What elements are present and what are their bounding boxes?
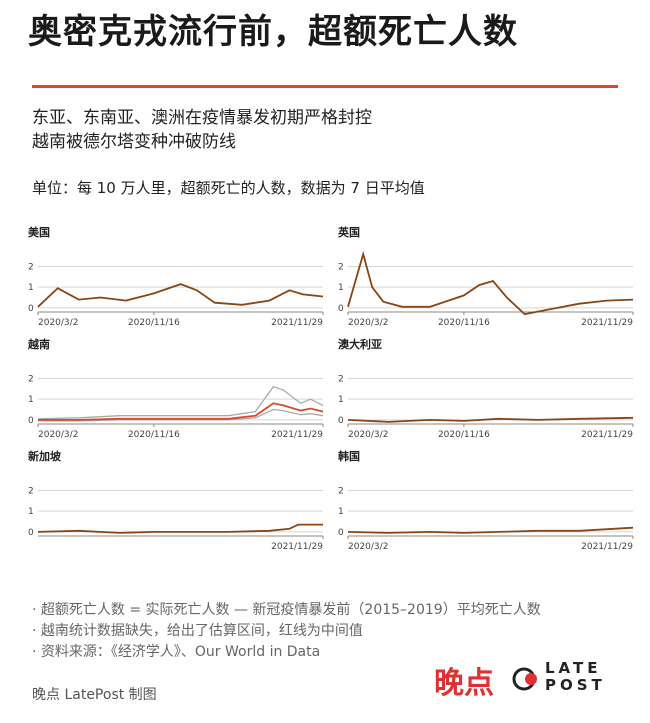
x-tick-label: 2020/11/16 (128, 430, 180, 440)
y-tick-label: 1 (28, 283, 34, 293)
y-tick-label: 1 (338, 395, 344, 405)
panel-title: 英国 (337, 225, 360, 239)
brand-name-en: LATE POST (545, 660, 606, 694)
chart-svg-usa: 美国 0 1 2 2020/3/2 2020/11/16 2021/11/29 (28, 225, 324, 328)
subtitle-line-1: 东亚、东南亚、澳洲在疫情暴发初期严格封控 (32, 108, 372, 128)
series-line (37, 283, 324, 308)
y-tick-label: 0 (338, 416, 344, 426)
chart-panel-australia: 澳大利亚 0 1 2 2020/3/2 2020/11/16 2021/11/29 (338, 334, 638, 446)
x-tick-label: 2021/11/29 (271, 542, 323, 552)
x-tick-label: 2021/11/29 (271, 318, 323, 328)
note-vietnam: · 越南统计数据缺失，给出了估算区间，红线为中间值 (32, 623, 363, 639)
x-tick-label: 2021/11/29 (581, 542, 633, 552)
series-line-mid (38, 402, 324, 421)
page-title: 奥密克戎流行前，超额死亡人数 (28, 12, 518, 52)
series-line (37, 523, 323, 534)
brand-en-line1: LATE (545, 659, 602, 677)
y-tick-label: 1 (338, 507, 344, 517)
credit: 晚点 LatePost 制图 (32, 687, 157, 703)
y-tick-label: 1 (28, 507, 34, 517)
x-tick-label: 2020/3/2 (348, 542, 388, 552)
chart-svg-uk: 英国 0 1 2 2020/3/2 2020/11/16 2021/11/29 (337, 225, 634, 328)
latepost-logo-icon (512, 667, 537, 691)
panel-title: 越南 (27, 337, 50, 351)
x-tick-label: 2020/3/2 (348, 430, 388, 440)
series-line-lower (38, 408, 324, 422)
x-tick-label: 2020/11/16 (128, 318, 180, 328)
y-tick-label: 2 (338, 374, 344, 384)
brand-name-cn: 晚点 (434, 666, 494, 701)
chart-panel-uk: 英国 0 1 2 2020/3/2 2020/11/16 2021/11/29 (337, 222, 638, 334)
y-tick-label: 0 (28, 304, 34, 314)
title-divider (32, 85, 618, 88)
x-tick-label: 2021/11/29 (581, 430, 633, 440)
chart-svg-vietnam: 越南 0 1 2 2020/3/2 2020/11/16 2021/11/29 (27, 337, 324, 440)
chart-panel-singapore: 新加坡 0 1 2 2021/11/29 (28, 446, 328, 558)
y-tick-label: 2 (28, 374, 34, 384)
series-line (347, 250, 634, 316)
series-line (347, 526, 634, 534)
y-tick-label: 2 (28, 486, 34, 496)
y-tick-label: 1 (338, 283, 344, 293)
y-tick-label: 0 (28, 528, 34, 538)
x-tick-label: 2020/11/16 (438, 430, 490, 440)
y-tick-label: 1 (28, 395, 34, 405)
panel-title: 新加坡 (28, 449, 62, 463)
chart-svg-australia: 澳大利亚 0 1 2 2020/3/2 2020/11/16 2021/11/29 (338, 337, 634, 440)
y-tick-label: 2 (338, 262, 344, 272)
logo-red-dot (525, 673, 537, 685)
note-source: · 资料来源：《经济学人》、Our World in Data (32, 644, 321, 660)
y-tick-label: 0 (338, 304, 344, 314)
x-tick-label: 2020/3/2 (348, 318, 388, 328)
note-definition: · 超额死亡人数 = 实际死亡人数 — 新冠疫情暴发前（2015–2019）平均… (32, 602, 541, 618)
series-line (347, 416, 634, 423)
chart-svg-korea: 韩国 0 1 2 2020/3/2 2021/11/29 (338, 449, 634, 552)
chart-svg-singapore: 新加坡 0 1 2 2021/11/29 (28, 449, 324, 552)
unit-description: 单位：每 10 万人里，超额死亡的人数，数据为 7 日平均值 (32, 179, 425, 197)
y-tick-label: 2 (338, 486, 344, 496)
chart-panel-vietnam: 越南 0 1 2 2020/3/2 2020/11/16 2021/11/29 (27, 334, 328, 446)
x-tick-label: 2021/11/29 (581, 318, 633, 328)
panel-title: 澳大利亚 (338, 337, 382, 351)
panel-title: 美国 (28, 225, 50, 239)
chart-panel-korea: 韩国 0 1 2 2020/3/2 2021/11/29 (338, 446, 638, 558)
brand-en-line2: POST (545, 676, 606, 694)
x-tick-label: 2021/11/29 (271, 430, 323, 440)
x-tick-label: 2020/11/16 (438, 318, 490, 328)
series-line-upper (37, 386, 324, 420)
x-tick-label: 2020/3/2 (38, 318, 78, 328)
y-tick-label: 0 (338, 528, 344, 538)
y-tick-label: 0 (28, 416, 34, 426)
chart-panel-usa: 美国 0 1 2 2020/3/2 2020/11/16 2021/11/29 (28, 222, 328, 334)
y-tick-label: 2 (28, 262, 34, 272)
subtitle-line-2: 越南被德尔塔变种冲破防线 (32, 132, 236, 152)
panel-title: 韩国 (338, 449, 360, 463)
x-tick-label: 2020/3/2 (38, 430, 78, 440)
notes: · 超额死亡人数 = 实际死亡人数 — 新冠疫情暴发前（2015–2019）平均… (32, 600, 541, 663)
